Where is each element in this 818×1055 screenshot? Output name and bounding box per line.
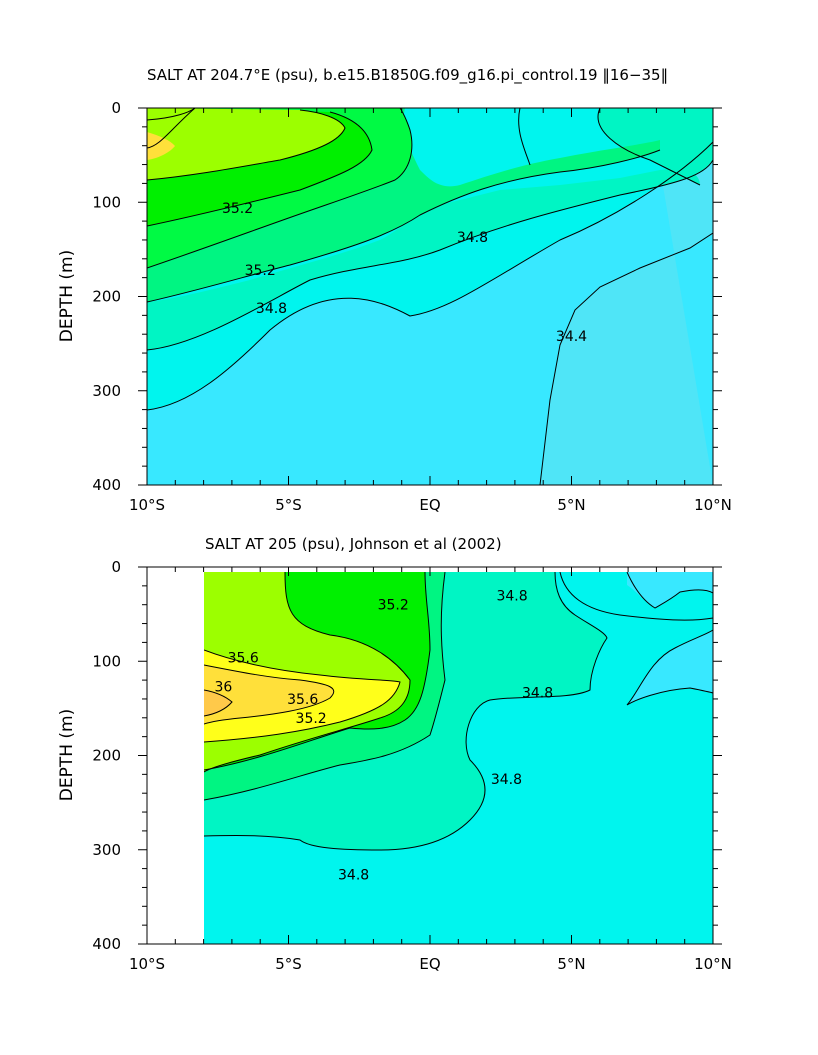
band-35_8-observed <box>204 665 334 724</box>
x-tick-label: 10°S <box>129 955 165 973</box>
contour-line-35_2-model <box>147 108 413 269</box>
y-tick-label: 300 <box>92 841 121 859</box>
contour-label: 36 <box>214 680 232 696</box>
y-tick-label: 0 <box>111 99 121 117</box>
x-tick-label: EQ <box>419 496 440 514</box>
panel-observed: SALT AT 205 (psu), Johnson et al (2002) … <box>57 535 732 973</box>
contour-labels-observed: 35.6 36 35.6 35.2 35.2 34.8 34.8 34.8 34.8 <box>214 588 553 883</box>
contour-label: 35.2 <box>296 711 327 727</box>
chart-title-observed: SALT AT 205 (psu), Johnson et al (2002) <box>205 535 502 553</box>
y-axis-label-model: DEPTH (m) <box>57 250 77 342</box>
contour-line-top2-model <box>147 108 196 121</box>
band-34_6-east-observed <box>627 630 713 705</box>
y-axis-label-observed: DEPTH (m) <box>57 709 77 801</box>
y-tick-label: 100 <box>92 652 121 670</box>
x-ticks-model: 10°S 5°S EQ 5°N 10°N <box>129 108 732 514</box>
y-ticks-model: 0 100 200 300 400 <box>92 99 722 494</box>
contour-line-east2-observed <box>626 629 713 706</box>
contour-line-34_4-model <box>539 232 713 485</box>
x-tick-label: EQ <box>419 955 440 973</box>
contour-line-34_8-model <box>147 159 713 351</box>
contour-line-34_6-model <box>147 141 713 411</box>
y-tick-label: 0 <box>111 558 121 576</box>
x-tick-label: 10°N <box>694 955 732 973</box>
x-tick-label: 5°S <box>275 955 302 973</box>
contour-fill-model <box>147 108 713 485</box>
contour-label: 34.8 <box>522 685 553 701</box>
contour-label: 34.8 <box>256 301 287 317</box>
y-tick-label: 400 <box>92 476 121 494</box>
contour-label: 34.8 <box>338 867 369 883</box>
y-ticks-observed: 0 100 200 300 400 <box>92 558 722 953</box>
band-36_0-observed <box>204 690 232 716</box>
contour-label: 34.8 <box>457 230 488 246</box>
x-tick-label: 10°S <box>129 496 165 514</box>
contour-line-35_2-observed <box>204 572 431 771</box>
contour-label: 34.4 <box>556 329 587 345</box>
contour-label: 35.2 <box>378 598 409 614</box>
band-lt34_4-model <box>540 108 713 485</box>
contour-line-35_6-model <box>147 109 346 181</box>
y-tick-label: 200 <box>92 288 121 306</box>
contour-line-east1-observed <box>626 572 713 609</box>
contour-line-35_6-observed <box>204 649 401 743</box>
contour-line-upper-model <box>518 108 531 166</box>
contour-line-top-model <box>147 108 196 149</box>
x-tick-label: 10°N <box>694 496 732 514</box>
band-core-model <box>147 132 175 160</box>
x-ticks-observed: 10°S 5°S EQ 5°N 10°N <box>129 567 732 973</box>
contour-line-35_4-observed <box>204 572 411 773</box>
contour-labels-model: 35.2 35.2 34.8 34.8 34.4 <box>222 201 587 345</box>
y-tick-label: 400 <box>92 935 121 953</box>
y-tick-label: 200 <box>92 747 121 765</box>
contour-fill-observed <box>204 572 713 944</box>
contour-label: 34.8 <box>491 772 522 788</box>
band-lt34_4-observed <box>627 572 713 608</box>
contour-line-east-model <box>597 108 701 186</box>
y-tick-label: 300 <box>92 382 121 400</box>
contour-label: 35.2 <box>222 201 253 217</box>
x-tick-label: 5°N <box>557 496 585 514</box>
contour-line-35_4-model <box>147 111 373 227</box>
contour-line-35_8-observed <box>204 664 335 725</box>
contour-line-35_0-model <box>147 149 661 303</box>
panel-model: SALT AT 204.7°E (psu), b.e15.B1850G.f09_… <box>57 66 732 514</box>
x-tick-label: 5°N <box>557 955 585 973</box>
contour-label: 34.8 <box>496 588 527 604</box>
band-34_8-model <box>147 108 713 350</box>
contour-line-35_0-observed <box>204 572 446 801</box>
contour-line-36_0-observed <box>204 689 233 717</box>
chart-title-model: SALT AT 204.7°E (psu), b.e15.B1850G.f09_… <box>147 66 668 85</box>
band-peak-model <box>147 117 270 151</box>
contour-line-east3-observed <box>559 572 713 621</box>
contour-label: 35.6 <box>287 692 318 708</box>
contour-line-34_8-observed <box>204 572 608 851</box>
contour-label: 35.2 <box>245 263 276 279</box>
y-tick-label: 100 <box>92 193 121 211</box>
contour-label: 35.6 <box>228 650 259 666</box>
x-tick-label: 5°S <box>275 496 302 514</box>
